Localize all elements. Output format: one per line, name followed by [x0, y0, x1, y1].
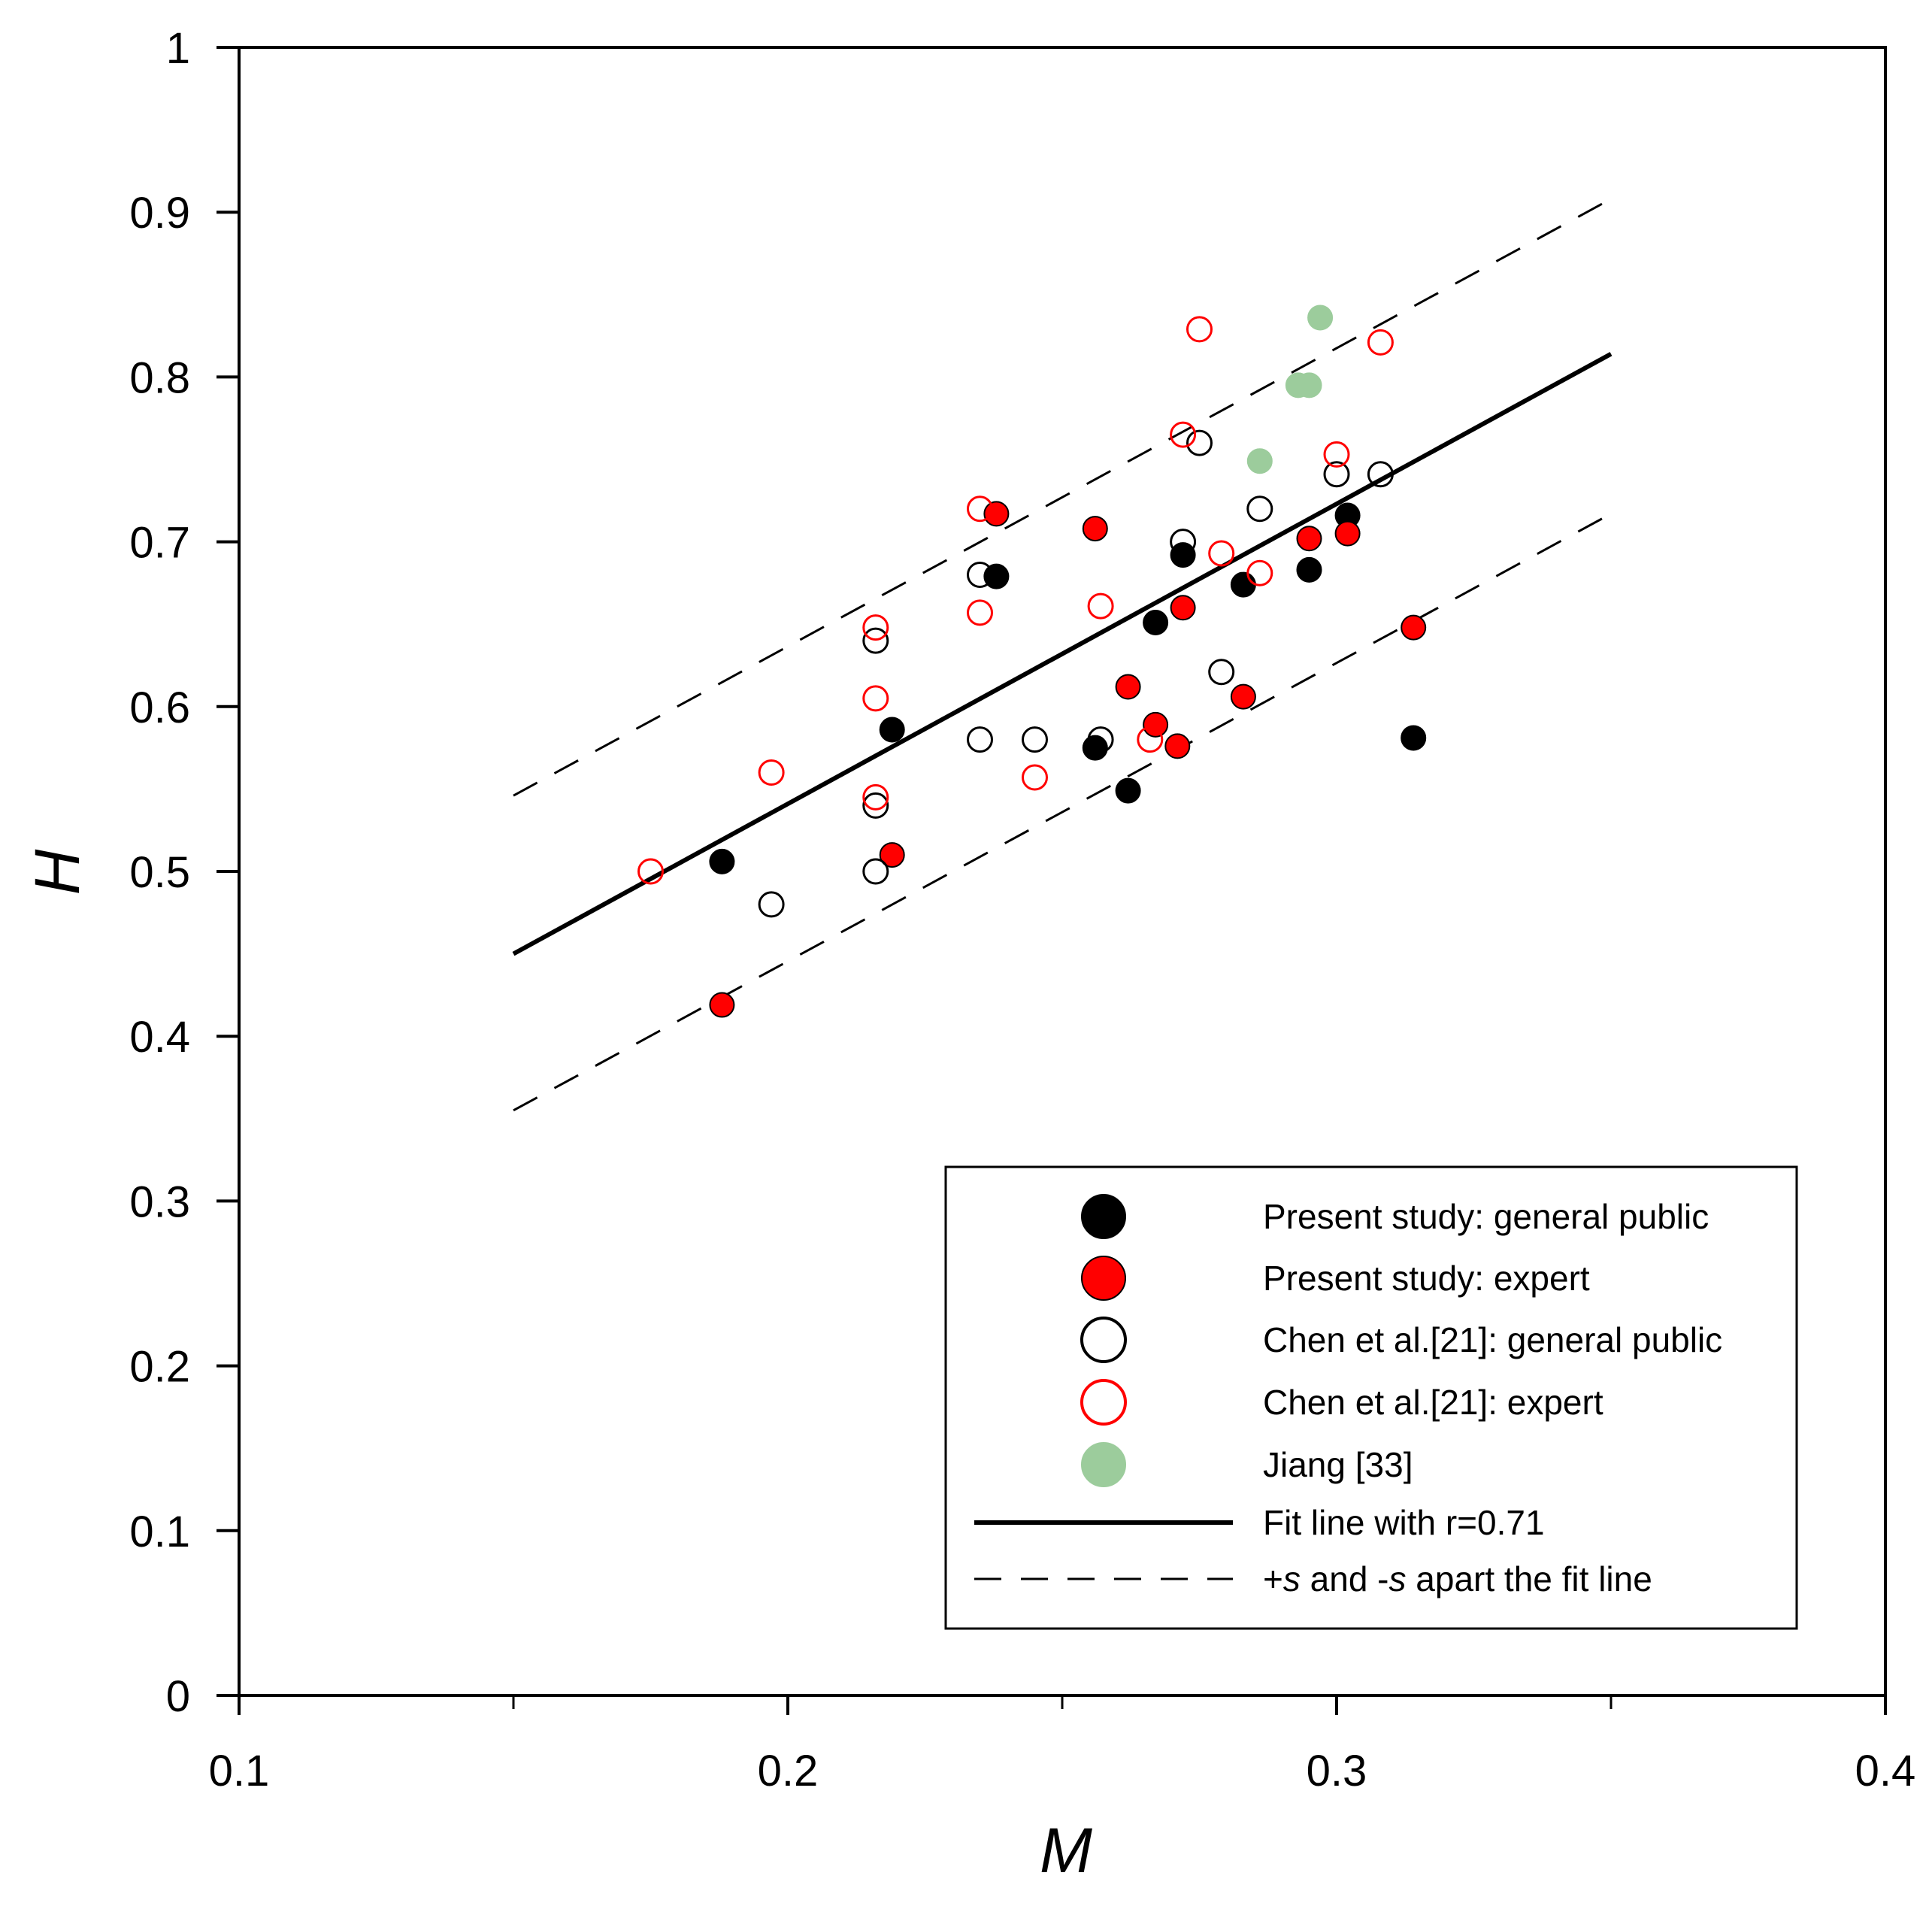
series-4-point [1087, 592, 1114, 620]
series-3-point [862, 792, 889, 819]
series-1-point [1115, 777, 1141, 804]
x-tick-label: 0.1 [209, 1747, 270, 1795]
series-3-point [758, 891, 785, 918]
series-3-point [1022, 726, 1048, 753]
series-4-point [967, 495, 993, 523]
series-2-point [1230, 683, 1256, 710]
y-tick-label: 0.1 [129, 1508, 190, 1556]
legend-label: Fit line with r=0.71 [1263, 1503, 1545, 1542]
series-3-point [1087, 726, 1114, 753]
series-2-point [1143, 711, 1169, 738]
series-4-point [967, 599, 993, 626]
series-1-point [1296, 556, 1322, 583]
series-3-point [1323, 461, 1350, 488]
y-tick-label: 0.4 [129, 1013, 190, 1062]
legend-marker [1081, 1256, 1126, 1301]
series-3-point [1208, 659, 1235, 686]
y-tick-label: 0.8 [129, 353, 190, 402]
series-4-point [1323, 441, 1350, 468]
series-5-point [1246, 448, 1273, 474]
x-axis-title: M [1040, 1815, 1092, 1886]
legend-label-part: s [1283, 1559, 1301, 1598]
series-4-point [758, 759, 785, 786]
series-2-point [879, 842, 905, 868]
series-1-point [879, 717, 905, 743]
series-4-point [1170, 421, 1197, 448]
legend-label-part: + [1263, 1559, 1283, 1598]
legend-label: +s and -s apart the fit line [1263, 1559, 1652, 1598]
legend-marker [1081, 1442, 1126, 1487]
series-2-point [1164, 733, 1191, 759]
y-tick-label: 0.9 [129, 189, 190, 238]
series-4-point [1186, 316, 1213, 343]
legend-label-part: s [1389, 1559, 1407, 1598]
legend-marker [1080, 1317, 1127, 1363]
fit-line [512, 352, 1613, 956]
legend-label: Present study: expert [1263, 1259, 1590, 1298]
series-3-point [967, 561, 993, 588]
series-2-point [1115, 674, 1141, 700]
series-1-point [1082, 735, 1108, 761]
y-axis-title: H [22, 849, 92, 895]
deviation-line [513, 198, 1612, 797]
legend-label: Chen et al.[21]: expert [1263, 1383, 1603, 1422]
series-2-point [983, 501, 1010, 527]
legend-marker [1081, 1194, 1126, 1239]
series-3-point [1186, 429, 1213, 456]
series-4-point [862, 685, 889, 712]
series-4-point [1246, 559, 1273, 586]
series-4-point [862, 783, 889, 811]
legend-label: Chen et al.[21]: general public [1263, 1320, 1722, 1359]
legend-label-part: apart the fit line [1407, 1559, 1652, 1598]
series-2-point [709, 992, 735, 1018]
legend-label-part: and - [1301, 1559, 1389, 1598]
series-2-point [1401, 614, 1427, 641]
series-3-point [1170, 529, 1197, 556]
series-3-point [1367, 461, 1394, 488]
y-tick-label: 1 [166, 24, 190, 73]
data-points [637, 305, 1427, 1018]
series-3-point [967, 726, 993, 753]
series-4-point [1367, 329, 1394, 356]
x-axis: 0.1 0.2 0.3 0.4 [209, 1695, 1916, 1795]
x-tick-label: 0.3 [1307, 1747, 1367, 1795]
series-3-point [1246, 495, 1273, 523]
series-4-point [637, 858, 664, 885]
x-tick-label: 0.2 [758, 1747, 819, 1795]
y-tick-label: 0.3 [129, 1177, 190, 1226]
series-1-point [1401, 725, 1427, 751]
series-2-point [1170, 595, 1196, 621]
series-4-point [1022, 764, 1048, 791]
series-1-point [1230, 571, 1256, 598]
series-2-point [1082, 516, 1108, 542]
y-tick-label: 0.6 [129, 683, 190, 732]
series-2-point [1334, 520, 1361, 547]
x-tick-label: 0.4 [1855, 1747, 1916, 1795]
series-4-point [1208, 540, 1235, 567]
series-5-point [1296, 372, 1322, 398]
deviation-line [513, 513, 1612, 1112]
series-2-point [1296, 526, 1322, 552]
series-5-point [1307, 305, 1334, 331]
series-4-point [1137, 726, 1164, 753]
series-1-point [1170, 542, 1196, 568]
y-axis: 0 0.1 0.2 0.3 0.4 0.5 0.6 0.7 0.8 0.9 1 [129, 24, 239, 1721]
legend: Present study: general public Present stu… [944, 1165, 1798, 1630]
legend-label: Present study: general public [1263, 1197, 1709, 1236]
y-tick-label: 0.7 [129, 519, 190, 568]
fit-lines [512, 198, 1613, 1112]
legend-box [944, 1165, 1798, 1630]
y-tick-label: 0.5 [129, 848, 190, 897]
y-tick-label: 0.2 [129, 1343, 190, 1392]
legend-marker [1080, 1379, 1127, 1426]
series-1-point [709, 848, 735, 874]
series-3-point [862, 627, 889, 654]
y-tick-label: 0 [166, 1672, 190, 1721]
series-1-point [1143, 610, 1169, 636]
series-4-point [862, 614, 889, 641]
series-3-point [862, 858, 889, 885]
legend-label: Jiang [33] [1263, 1445, 1413, 1484]
